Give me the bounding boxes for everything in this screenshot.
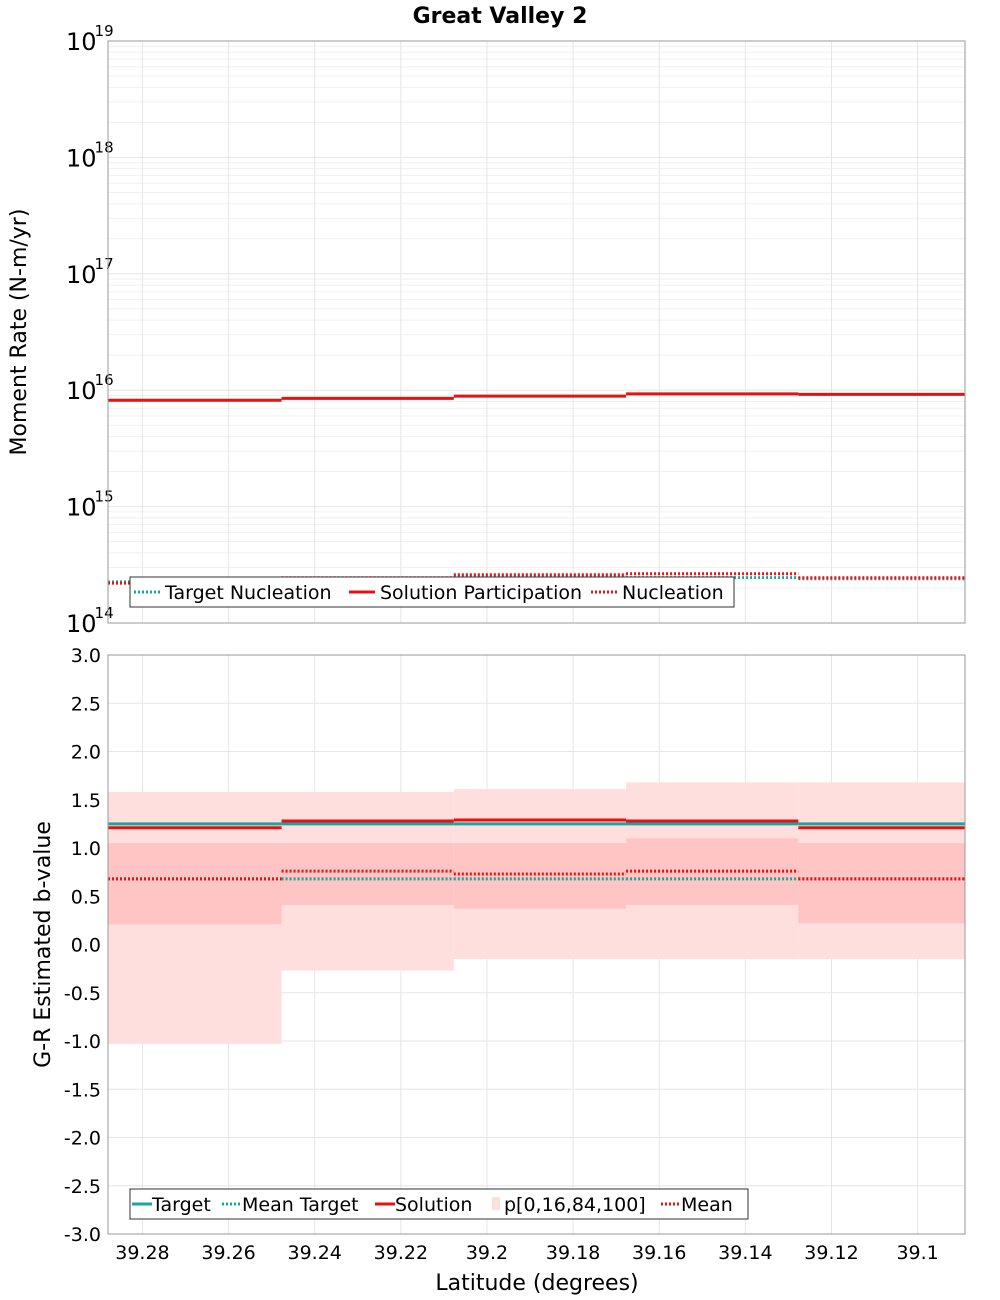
x-tick-label: 39.22 [374,1242,428,1264]
y-tick-label: 1017 [66,255,114,289]
y-tick-label: 1015 [66,488,114,522]
y-tick-label: -0.5 [64,983,101,1005]
legend-label: Solution Participation [380,582,582,604]
y-tick-label: -1.5 [64,1079,101,1101]
y-tick-label: 3.0 [71,645,101,667]
legend-box [129,1188,749,1220]
b-value-plot: 3.0 2.5 2.0 1.5 1.0 0.5 0.0 -0.5 -1.0 -1.5 -2.0 -2.… [31,645,966,1264]
y-axis-label: G-R Estimated b-value [31,821,56,1068]
x-tick-label: 39.12 [804,1242,858,1264]
x-tick-label: 39.24 [288,1242,342,1264]
y-tick-label: -1.0 [64,1031,101,1053]
y-tick-label: -2.0 [64,1128,101,1150]
band-inner [798,843,965,924]
legend-label: Target Nucleation [164,582,332,604]
y-tick-label: 1.0 [71,838,101,860]
x-tick-label: 39.18 [546,1242,600,1264]
x-tick-label: 39.28 [115,1242,169,1264]
y-tick-label: -3.0 [64,1224,101,1246]
x-tick-label: 39.16 [632,1242,686,1264]
chart-title: Great Valley 2 [413,4,588,29]
x-tick-label: 39.2 [466,1242,508,1264]
band-inner [281,843,454,905]
plot-frame [107,40,966,624]
legend: Target Nucleation Solution Participation N… [129,576,735,608]
x-axis-label: Latitude (degrees) [435,1271,638,1296]
legend-label: Nucleation [622,582,724,604]
legend-label: Mean [681,1194,733,1216]
moment-rate-plot: 1014 1015 1016 1017 1018 1019 Moment Rate (N-m… [7,22,966,638]
y-tick-label: 0.0 [71,935,101,957]
y-tick-label: -2.5 [64,1176,101,1198]
legend-box [129,576,735,608]
x-tick-label: 39.26 [201,1242,255,1264]
legend-label: p[0,16,84,100] [504,1194,646,1216]
x-tick-label: 39.1 [896,1242,938,1264]
y-tick-label: 2.5 [71,693,101,715]
plot-frame [107,654,966,1235]
y-tick-label: 2.0 [71,742,101,764]
y-tick-label: 0.5 [71,886,101,908]
legend-label: Solution [395,1194,472,1216]
legend-label: Mean Target [242,1194,359,1216]
y-axis-label: Moment Rate (N-m/yr) [7,209,32,456]
band-inner [108,843,282,925]
y-tick-label: 1014 [66,604,114,638]
legend-label: Target [151,1194,211,1216]
band-inner [453,843,627,909]
legend: Target Mean Target Solution p[0,16,84,100] M… [129,1188,749,1220]
legend-swatch [492,1197,500,1210]
y-tick-label: 1019 [66,22,114,56]
y-tick-label: 1016 [66,371,114,405]
y-tick-label: 1.5 [71,790,101,812]
y-tick-label: 1018 [66,138,114,172]
x-tick-label: 39.14 [718,1242,772,1264]
